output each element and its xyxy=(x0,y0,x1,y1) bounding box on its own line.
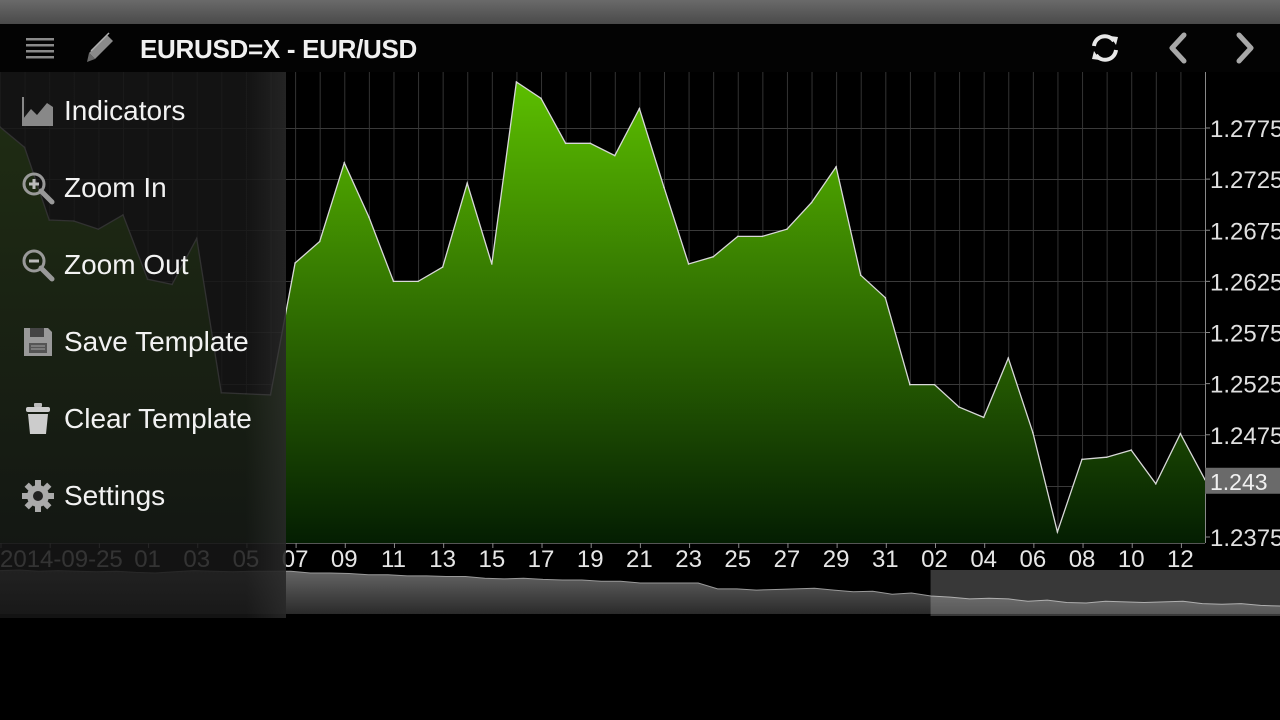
y-axis: 1.2775 1.2725 1.2675 1.2625 1.2575 1.2525 1.24… xyxy=(1205,116,1280,552)
price-point xyxy=(761,235,764,238)
price-point xyxy=(515,81,518,83)
price-point xyxy=(638,107,641,110)
x-tick-label: 17 xyxy=(528,546,555,573)
y-tick-label: 1.2625 xyxy=(1210,269,1280,296)
y-tick-label: 1.2725 xyxy=(1210,167,1280,194)
price-point xyxy=(491,263,493,265)
price-point xyxy=(736,235,739,238)
y-tick-label: 1.2475 xyxy=(1210,423,1280,450)
x-tick-label: 19 xyxy=(577,546,604,573)
price-point xyxy=(417,280,419,283)
y-tick-label: 1.2775 xyxy=(1210,116,1280,143)
price-point xyxy=(835,166,837,168)
price-point xyxy=(294,262,296,264)
price-point xyxy=(466,182,469,185)
price-point xyxy=(318,240,321,243)
price-point xyxy=(786,228,788,231)
x-tick-label: 02 xyxy=(921,546,948,573)
price-point xyxy=(1007,357,1010,359)
price-point xyxy=(613,154,616,157)
price-point xyxy=(1179,432,1182,435)
menu-item-clear-template[interactable]: Clear Template xyxy=(0,380,286,457)
price-point xyxy=(884,296,887,299)
price-point xyxy=(564,142,567,145)
floppy-disk-icon xyxy=(20,324,56,360)
zoom-in-icon xyxy=(20,170,56,206)
x-tick-label: 07 xyxy=(282,546,309,573)
price-point xyxy=(392,280,395,283)
menu-item-zoom-in[interactable]: Zoom In xyxy=(0,149,286,226)
x-tick-label: 10 xyxy=(1118,546,1145,573)
price-point xyxy=(368,216,370,218)
price-point xyxy=(958,406,960,408)
price-point xyxy=(343,161,346,164)
price-point xyxy=(1155,483,1157,485)
price-point xyxy=(1032,431,1034,434)
menu-item-save-template[interactable]: Save Template xyxy=(0,303,286,380)
trash-icon xyxy=(20,401,56,437)
price-point xyxy=(712,256,714,258)
price-point xyxy=(1105,456,1108,459)
last-price-label: 1.243 xyxy=(1210,469,1268,495)
navigator-window[interactable] xyxy=(930,570,1280,616)
price-point xyxy=(1056,531,1059,533)
overflow-menu: Indicators Zoom In Zoom Out Save Templat… xyxy=(0,72,286,618)
x-tick-label: 13 xyxy=(429,546,456,573)
x-tick-label: 25 xyxy=(724,546,751,573)
y-tick-label: 1.2375 xyxy=(1210,525,1280,552)
gear-icon xyxy=(20,478,56,514)
price-point xyxy=(933,383,936,386)
last-price-marker: 1.243 xyxy=(1205,467,1280,495)
price-point xyxy=(859,274,862,277)
indicators-chart-icon xyxy=(20,93,56,129)
x-tick-label: 11 xyxy=(381,546,406,573)
price-point xyxy=(441,266,444,268)
y-tick-label: 1.2675 xyxy=(1210,218,1280,245)
x-tick-label: 23 xyxy=(675,546,702,573)
zoom-out-icon xyxy=(20,247,56,283)
price-point xyxy=(687,263,690,265)
action-bar: EURUSD=X - EUR/USD xyxy=(0,24,1280,72)
x-tick-label: 21 xyxy=(626,546,653,573)
chevron-left-icon[interactable] xyxy=(1158,24,1198,72)
price-point xyxy=(909,383,911,386)
x-tick-label: 06 xyxy=(1020,546,1047,573)
menu-item-indicators[interactable]: Indicators xyxy=(0,72,286,149)
x-tick-label: 09 xyxy=(331,546,358,573)
x-tick-label: 15 xyxy=(478,546,505,573)
navigator-area xyxy=(0,570,1280,614)
price-point xyxy=(589,142,592,145)
page-title: EURUSD=X - EUR/USD xyxy=(140,34,418,64)
price-point xyxy=(540,97,542,100)
menu-icon[interactable] xyxy=(20,24,60,72)
price-point xyxy=(663,186,665,189)
price-point xyxy=(810,201,813,204)
chevron-right-icon[interactable] xyxy=(1225,24,1265,72)
price-area xyxy=(0,82,1205,543)
x-tick-label: 31 xyxy=(872,546,899,573)
menu-item-settings[interactable]: Settings xyxy=(0,457,286,534)
x-tick-label: 27 xyxy=(774,546,801,573)
y-tick-label: 1.2525 xyxy=(1210,372,1280,399)
refresh-icon[interactable] xyxy=(1084,24,1126,72)
pencil-icon[interactable] xyxy=(80,24,120,72)
x-tick-label: 12 xyxy=(1167,546,1194,573)
price-point xyxy=(1081,458,1083,461)
x-tick-label: 04 xyxy=(970,546,997,573)
x-tick-label: 08 xyxy=(1069,546,1096,573)
price-point xyxy=(982,416,985,419)
status-bar xyxy=(0,0,1280,24)
x-tick-label: 29 xyxy=(823,546,850,573)
menu-item-zoom-out[interactable]: Zoom Out xyxy=(0,226,286,303)
y-tick-label: 1.2575 xyxy=(1210,321,1280,348)
price-point xyxy=(1130,449,1133,451)
